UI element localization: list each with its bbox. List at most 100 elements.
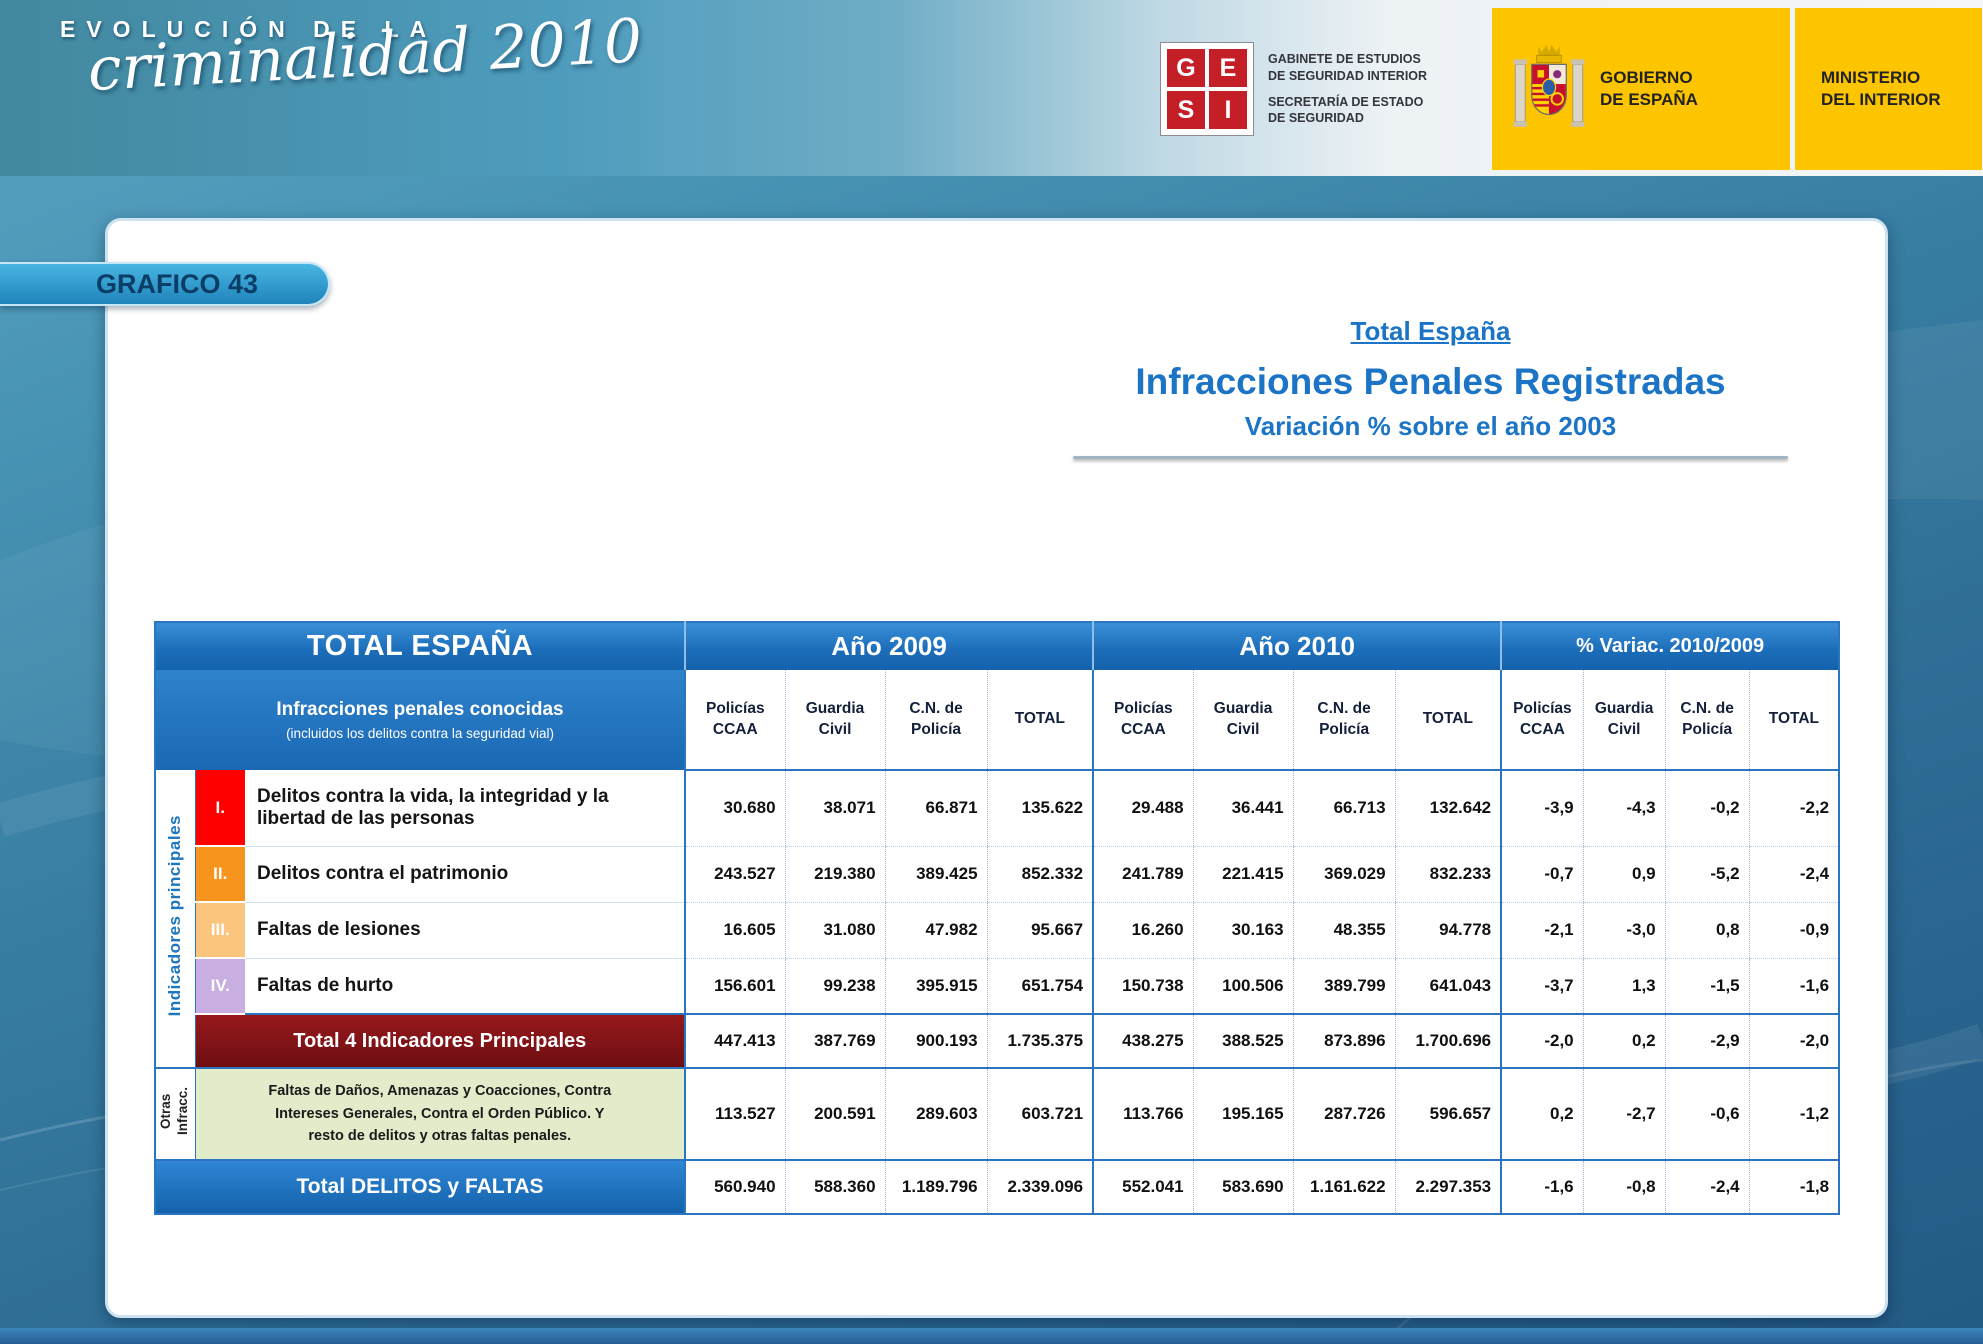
value-cell: -2,9: [1664, 1013, 1750, 1069]
row-indicator-badge: I.: [195, 770, 245, 847]
otras-side-cell: Otras Infracc.: [155, 1067, 196, 1161]
ministerio-logo: MINISTERIO DEL INTERIOR: [1795, 8, 1982, 170]
value-cell: 588.360: [784, 1159, 886, 1215]
grafico-badge: GRAFICO 43: [0, 262, 330, 306]
value-cell: 47.982: [884, 902, 988, 959]
value-cell: 289.603: [884, 1067, 988, 1161]
value-cell: 30.680: [684, 770, 786, 847]
government-logos: GOBIERNO DE ESPAÑA MINISTERIO DEL INTERI…: [1492, 8, 1982, 170]
value-cell: 16.260: [1092, 902, 1194, 959]
gesi-letter: I: [1209, 91, 1247, 129]
value-cell: 287.726: [1292, 1067, 1396, 1161]
value-cell: 395.915: [884, 958, 988, 1015]
value-cell: 389.425: [884, 846, 988, 903]
table-row: IV. Faltas de hurto 156.601 99.238 395.9…: [155, 958, 1840, 1015]
column-header: TOTAL: [1394, 670, 1502, 771]
value-cell: 135.622: [986, 770, 1094, 847]
gesi-caption-line: GABINETE DE ESTUDIOS: [1268, 51, 1421, 66]
row-label: Delitos contra el patrimonio: [245, 846, 687, 903]
chart-subtitle: Variación % sobre el año 2003: [1244, 411, 1617, 441]
table-row-total4: Total 4 Indicadores Principales 447.413 …: [155, 1013, 1840, 1069]
table-subtitle: Infracciones penales conocidas: [276, 699, 564, 720]
value-cell: 900.193: [884, 1013, 988, 1069]
value-cell: -1,6: [1500, 1159, 1584, 1215]
value-cell: 29.488: [1092, 770, 1194, 847]
value-cell: 16.605: [684, 902, 786, 959]
value-cell: 95.667: [986, 902, 1094, 959]
gesi-letter: E: [1209, 49, 1247, 87]
value-cell: -5,2: [1664, 846, 1750, 903]
value-cell: 1.189.796: [884, 1159, 988, 1215]
value-cell: 873.896: [1292, 1013, 1396, 1069]
row-indicator-badge: II.: [195, 846, 245, 903]
column-header: C.N. de Policía: [884, 670, 988, 771]
value-cell: 38.071: [784, 770, 886, 847]
value-cell: -3,0: [1582, 902, 1666, 959]
value-cell: 48.355: [1292, 902, 1396, 959]
value-cell: 195.165: [1192, 1067, 1294, 1161]
chart-title: Infracciones Penales Registradas: [1135, 361, 1726, 402]
value-cell: 94.778: [1394, 902, 1502, 959]
value-cell: -1,6: [1748, 958, 1840, 1015]
group-header-2009: Año 2009: [684, 622, 1094, 670]
value-cell: -1,2: [1748, 1067, 1840, 1161]
column-header: C.N. de Policía: [1292, 670, 1396, 771]
gesi-caption-line: SECRETARÍA DE ESTADO: [1268, 94, 1424, 109]
value-cell: 1.161.622: [1292, 1159, 1396, 1215]
value-cell: 0,2: [1500, 1067, 1584, 1161]
value-cell: 241.789: [1092, 846, 1194, 903]
value-cell: -2,7: [1582, 1067, 1666, 1161]
value-cell: 30.163: [1192, 902, 1294, 959]
value-cell: 447.413: [684, 1013, 786, 1069]
value-cell: -0,9: [1748, 902, 1840, 959]
footer-strip: [0, 1328, 1983, 1344]
value-cell: 200.591: [784, 1067, 886, 1161]
value-cell: 0,8: [1664, 902, 1750, 959]
brand-title: EVOLUCIÓN DE LA: [60, 16, 438, 42]
value-cell: -2,2: [1748, 770, 1840, 847]
value-cell: 100.506: [1192, 958, 1294, 1015]
table-corner-title: TOTAL ESPAÑA: [155, 622, 686, 670]
side-label-cell: Indicadores principales: [155, 770, 196, 1069]
value-cell: 66.713: [1292, 770, 1396, 847]
value-cell: 1.735.375: [986, 1013, 1094, 1069]
value-cell: 596.657: [1394, 1067, 1502, 1161]
table-container: TOTAL ESPAÑA Año 2009 Año 2010 % Variac.…: [154, 621, 1841, 1215]
column-header: C.N. de Policía: [1664, 670, 1750, 771]
value-cell: 1,3: [1582, 958, 1666, 1015]
ministerio-label: MINISTERIO DEL INTERIOR: [1821, 67, 1941, 109]
value-cell: 0,2: [1582, 1013, 1666, 1069]
value-cell: -0,6: [1664, 1067, 1750, 1161]
gesi-logo-icon: G E S I: [1160, 42, 1254, 136]
value-cell: 583.690: [1192, 1159, 1294, 1215]
gobierno-logo: GOBIERNO DE ESPAÑA: [1492, 8, 1790, 170]
brand-block: EVOLUCIÓN DE LA criminalidad 2010: [60, 6, 644, 105]
value-cell: 651.754: [986, 958, 1094, 1015]
value-cell: 438.275: [1092, 1013, 1194, 1069]
value-cell: 641.043: [1394, 958, 1502, 1015]
title-divider: [1073, 456, 1788, 459]
group-header-variac: % Variac. 2010/2009: [1500, 622, 1840, 670]
escudo-espana-icon: [1513, 44, 1585, 127]
gesi-caption-line: DE SEGURIDAD: [1268, 111, 1364, 126]
gesi-block: G E S I GABINETE DE ESTUDIOS DE SEGURIDA…: [1160, 42, 1427, 136]
value-cell: 156.601: [684, 958, 786, 1015]
value-cell: 603.721: [986, 1067, 1094, 1161]
value-cell: -4,3: [1582, 770, 1666, 847]
value-cell: -0,2: [1664, 770, 1750, 847]
value-cell: -3,9: [1500, 770, 1584, 847]
value-cell: 150.738: [1092, 958, 1194, 1015]
column-header: TOTAL: [986, 670, 1094, 771]
table-subtitle-cell: Infracciones penales conocidas (incluido…: [155, 670, 686, 770]
column-header: Guardia Civil: [1192, 670, 1294, 771]
value-cell: 387.769: [784, 1013, 886, 1069]
value-cell: -0,7: [1500, 846, 1584, 903]
column-header: Guardia Civil: [784, 670, 886, 771]
value-cell: -2,4: [1664, 1159, 1750, 1215]
value-cell: 221.415: [1192, 846, 1294, 903]
gesi-caption-line: DE SEGURIDAD INTERIOR: [1268, 68, 1428, 83]
row-label: Faltas de hurto: [245, 958, 687, 1015]
value-cell: 66.871: [884, 770, 988, 847]
column-header: TOTAL: [1748, 670, 1840, 771]
